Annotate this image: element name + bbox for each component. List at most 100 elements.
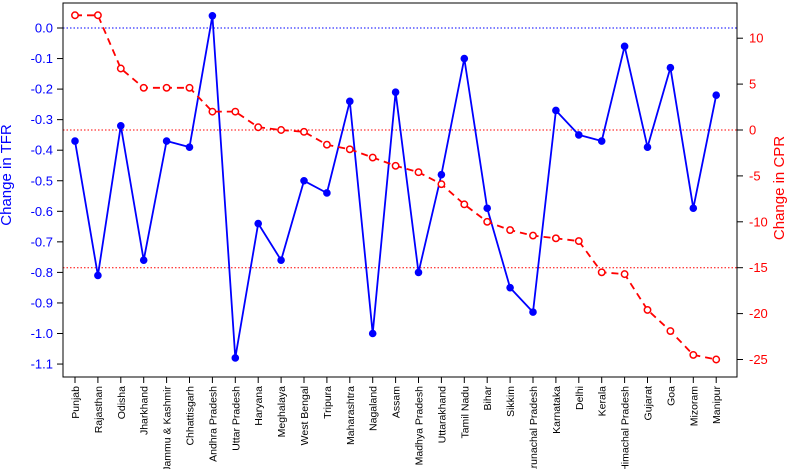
x-tick-label: Odisha bbox=[116, 386, 128, 419]
x-tick-label: Himachal Pradesh bbox=[620, 386, 632, 469]
tfr-point bbox=[414, 268, 423, 277]
x-tick-label: Mizoram bbox=[688, 386, 700, 427]
tfr-point bbox=[254, 219, 263, 228]
x-tick-label: West Bengal bbox=[299, 386, 311, 445]
cpr-point bbox=[712, 355, 721, 364]
x-tick-label: Rajasthan bbox=[93, 386, 105, 433]
x-axis: Punjab Rajasthan Odisha Jharkhand Jammu & Ka… bbox=[70, 377, 723, 469]
left-axis-title: Change in TFR bbox=[0, 124, 15, 226]
left-tick-label: -0.6 bbox=[31, 204, 53, 219]
cpr-point bbox=[414, 168, 423, 177]
x-tick-label: Uttarakhand bbox=[436, 386, 448, 443]
x-tick-label: Arunachal Pradesh bbox=[528, 386, 540, 469]
tfr-point bbox=[300, 176, 308, 185]
right-tick-label: -10 bbox=[749, 214, 768, 229]
cpr-point bbox=[689, 350, 698, 359]
tfr-point bbox=[391, 88, 400, 96]
tfr-point bbox=[185, 143, 194, 151]
tfr-point bbox=[323, 189, 331, 197]
left-tick-label: -0.5 bbox=[31, 173, 53, 188]
cpr-point bbox=[666, 327, 675, 335]
cpr-point bbox=[231, 107, 240, 116]
tfr-point bbox=[643, 143, 652, 151]
cpr-point bbox=[116, 64, 125, 73]
x-tick-label: Karnataka bbox=[551, 386, 563, 434]
x-tick-label: Delhi bbox=[574, 386, 586, 410]
cpr-point bbox=[529, 231, 537, 240]
cpr-point bbox=[93, 11, 102, 20]
x-tick-label: Meghalaya bbox=[276, 386, 288, 438]
tfr-point bbox=[529, 308, 537, 316]
left-tick-label: 0.0 bbox=[35, 21, 53, 36]
x-tick-label: Manipur bbox=[711, 385, 723, 423]
tfr-point bbox=[346, 97, 354, 106]
cpr-point bbox=[162, 83, 171, 92]
cpr-point bbox=[300, 127, 308, 136]
right-axis: 10 5 0 -5 -10 -15 -20 -25 bbox=[737, 31, 768, 367]
tfr-point bbox=[689, 204, 698, 213]
cpr-point bbox=[551, 234, 560, 243]
x-tick-label: Maharashtra bbox=[345, 386, 357, 445]
x-tick-label: Punjab bbox=[70, 386, 82, 419]
x-tick-label: Assam bbox=[391, 386, 403, 418]
x-tick-label: Kerala bbox=[597, 386, 609, 417]
tfr-point bbox=[506, 283, 514, 292]
tfr-point bbox=[368, 329, 377, 338]
cpr-point bbox=[277, 126, 286, 134]
tfr-point bbox=[208, 11, 217, 20]
tfr-point bbox=[277, 256, 285, 264]
x-tick-label: Tripura bbox=[322, 386, 334, 419]
cpr-point bbox=[643, 305, 652, 314]
cpr-point bbox=[254, 123, 263, 132]
tfr-point bbox=[597, 137, 606, 145]
cpr-point bbox=[185, 83, 194, 92]
tfr-point bbox=[666, 63, 675, 72]
plot-area bbox=[62, 2, 738, 378]
cpr-point bbox=[620, 270, 629, 279]
right-tick-label: -5 bbox=[749, 168, 761, 183]
cpr-point bbox=[437, 180, 446, 189]
right-tick-label: 10 bbox=[749, 31, 763, 46]
left-tick-label: -0.9 bbox=[31, 295, 53, 310]
tfr-point bbox=[460, 54, 469, 63]
x-tick-label: Goa bbox=[665, 386, 677, 406]
x-tick-label: Tamil Nadu bbox=[459, 386, 471, 439]
left-tick-label: -0.2 bbox=[31, 82, 53, 97]
x-tick-label: Chhattisgarh bbox=[185, 386, 197, 446]
x-tick-label: Andhra Pradesh bbox=[207, 386, 219, 462]
right-tick-label: 0 bbox=[749, 123, 756, 138]
cpr-point bbox=[506, 226, 515, 235]
cpr-point bbox=[322, 140, 331, 149]
left-tick-label: -0.4 bbox=[31, 143, 53, 158]
cpr-point bbox=[71, 11, 79, 20]
left-tick-label: -0.7 bbox=[31, 234, 53, 249]
tfr-point bbox=[575, 131, 583, 139]
tfr-point bbox=[231, 354, 240, 362]
tfr-point bbox=[162, 137, 171, 145]
right-axis-title: Change in CPR bbox=[771, 136, 788, 240]
x-tick-label: Gujarat bbox=[643, 386, 655, 421]
left-axis: 0.0 -0.1 -0.2 -0.3 -0.4 -0.5 -0.6 -0.7 -0.8 -0.9 -… bbox=[31, 21, 63, 372]
x-tick-label: Sikkim bbox=[505, 386, 517, 417]
cpr-point bbox=[597, 268, 606, 277]
cpr-point bbox=[391, 161, 400, 170]
cpr-point bbox=[368, 153, 377, 162]
tfr-point bbox=[483, 204, 492, 213]
x-tick-label: Jharkhand bbox=[139, 386, 151, 435]
right-tick-label: 5 bbox=[749, 77, 756, 92]
cpr-point bbox=[574, 237, 583, 246]
cpr-point bbox=[208, 107, 217, 116]
left-tick-label: -0.8 bbox=[31, 265, 53, 280]
tfr-point bbox=[620, 42, 629, 51]
tfr-point bbox=[117, 121, 125, 130]
right-tick-label: -20 bbox=[749, 306, 768, 321]
left-tick-label: -0.1 bbox=[31, 51, 53, 66]
tfr-series bbox=[71, 11, 721, 362]
right-tick-label: -25 bbox=[749, 352, 768, 367]
left-tick-label: -0.3 bbox=[31, 112, 53, 127]
tfr-point bbox=[139, 256, 148, 264]
x-tick-label: Uttar Pradesh bbox=[230, 386, 242, 451]
tfr-point bbox=[552, 106, 560, 115]
series-layer bbox=[71, 11, 721, 364]
